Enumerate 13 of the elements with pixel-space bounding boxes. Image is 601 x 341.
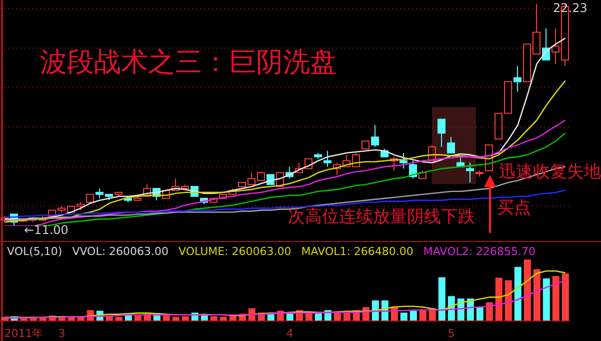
x-tick-label: 2011年 <box>4 326 44 340</box>
text: VOLUME: 260063.00 <box>178 245 292 258</box>
x-tick-label: 3 <box>58 326 66 340</box>
x-tick-label: 4 <box>286 326 294 340</box>
annotation: ←11.00 <box>24 223 68 238</box>
text: 波段战术之三：巨阴洗盘 <box>40 46 337 80</box>
annotation: 次高位连续放量阴线下跌 <box>288 207 475 227</box>
annotation: 买点 <box>497 198 531 218</box>
text: VVOL: 260063.00 <box>72 245 169 258</box>
x-tick-label: 5 <box>448 326 455 340</box>
text: MAVOL1: 266480.00 <box>301 245 414 258</box>
text: MAVOL2: 226855.70 <box>423 245 536 258</box>
chart-title: VOL(5,10) <box>7 245 62 258</box>
